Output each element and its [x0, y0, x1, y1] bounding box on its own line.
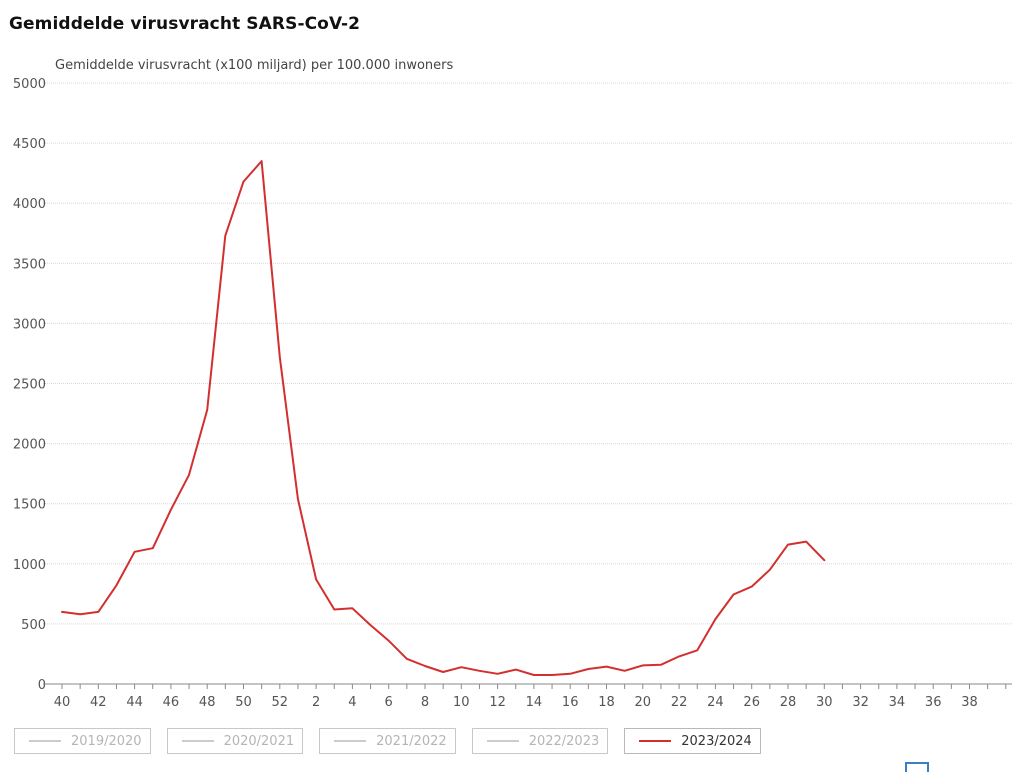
y-tick-label: 3000 — [13, 317, 46, 332]
legend-item-2021-2022[interactable]: 2021/2022 — [319, 728, 456, 754]
x-tick-label: 48 — [199, 695, 216, 710]
x-tick-label: 4 — [348, 695, 356, 710]
series-line-2023-2024 — [61, 160, 826, 676]
x-tick-label: 32 — [852, 695, 869, 710]
y-tick-label: 3500 — [13, 257, 46, 272]
legend-item-2023-2024[interactable]: 2023/2024 — [624, 728, 761, 754]
legend-item-2020-2021[interactable]: 2020/2021 — [166, 728, 304, 754]
legend-swatch — [486, 740, 519, 742]
y-tick-label: 2000 — [13, 438, 46, 453]
x-tick-label: 52 — [272, 695, 289, 710]
legend-swatch — [29, 740, 61, 742]
x-tick-label: 42 — [90, 695, 107, 710]
x-tick-label: 46 — [163, 695, 180, 710]
y-tick-label: 4000 — [13, 197, 46, 212]
x-tick-label: 30 — [816, 695, 833, 710]
x-tick-label: 10 — [453, 695, 470, 710]
y-tick-label: 1500 — [13, 498, 46, 513]
legend-swatch — [334, 740, 367, 742]
x-tick-label: 18 — [598, 695, 615, 710]
x-tick-label: 40 — [54, 695, 71, 710]
x-tick-label: 20 — [635, 695, 652, 710]
export-icon[interactable] — [905, 762, 929, 772]
x-tick-label: 38 — [961, 695, 978, 710]
x-tick-label: 8 — [421, 695, 429, 710]
x-tick-label: 6 — [385, 695, 393, 710]
legend-label: 2021/2022 — [376, 733, 447, 749]
x-tick-label: 34 — [889, 695, 906, 710]
legend-label: 2019/2020 — [71, 733, 142, 749]
legend-label: 2022/2023 — [528, 733, 600, 749]
y-tick-label: 4500 — [13, 137, 46, 152]
x-tick-label: 12 — [489, 695, 506, 710]
legend-item-2022-2023[interactable]: 2022/2023 — [471, 728, 609, 754]
x-tick-label: 24 — [707, 695, 724, 710]
y-tick-label: 500 — [21, 618, 46, 633]
legend-swatch-active — [639, 740, 672, 742]
x-tick-label: 28 — [780, 695, 797, 710]
x-tick-label: 16 — [562, 695, 579, 710]
y-tick-label: 2500 — [13, 378, 46, 393]
y-tick-label: 1000 — [13, 558, 46, 573]
y-tick-label: 5000 — [13, 77, 46, 92]
x-tick-label: 44 — [126, 695, 143, 710]
x-tick-label: 36 — [925, 695, 942, 710]
legend-item-2019-2020[interactable]: 2019/2020 — [14, 728, 151, 754]
chart-title: Gemiddelde virusvracht SARS-CoV-2 — [9, 14, 361, 34]
y-axis-label: Gemiddelde virusvracht (x100 miljard) pe… — [55, 58, 454, 73]
legend-swatch — [181, 740, 214, 742]
x-tick-label: 26 — [743, 695, 760, 710]
y-tick-label: 0 — [38, 678, 46, 693]
x-tick-label: 50 — [235, 695, 252, 710]
chart: 0 500 1000 1500 2000 2500 3000 3500 4000 4500 5000… — [13, 58, 1012, 710]
chart-legend: 2019/2020 2020/2021 2021/2022 2022/2023 … — [14, 728, 761, 754]
legend-label: 2020/2021 — [223, 733, 295, 749]
x-tick-label: 2 — [312, 695, 320, 710]
x-tick-label: 22 — [671, 695, 688, 710]
legend-label: 2023/2024 — [681, 733, 752, 749]
x-tick-label: 14 — [526, 695, 543, 710]
